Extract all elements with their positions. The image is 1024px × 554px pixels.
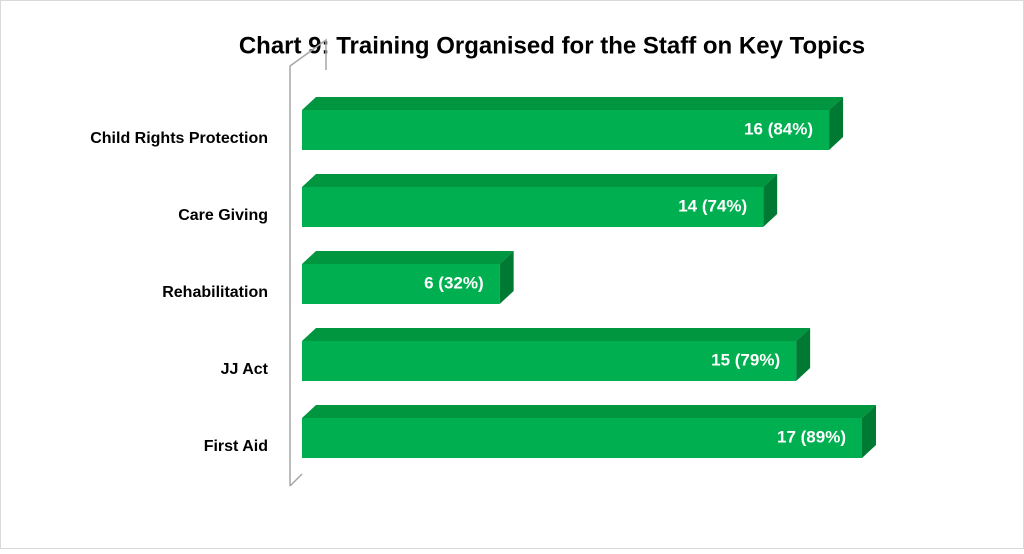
y-tick-label: Care Giving (178, 207, 268, 224)
bar (302, 405, 876, 458)
data-label: 15 (79%) (711, 350, 780, 369)
data-label: 14 (74%) (678, 196, 747, 215)
bar-front (302, 418, 862, 458)
bar (302, 328, 811, 381)
y-tick-label: Child Rights Protection (90, 130, 268, 147)
y-tick-label: Rehabilitation (162, 284, 268, 301)
data-label: 16 (84%) (744, 119, 813, 138)
back-wall (289, 38, 327, 487)
bar (302, 97, 844, 150)
data-label: 6 (32%) (424, 273, 484, 292)
bar (302, 174, 778, 227)
bar-side (862, 405, 876, 458)
bar-side (796, 328, 811, 381)
bar-front (302, 264, 500, 304)
bar-front (302, 187, 764, 227)
bar (302, 251, 514, 304)
bar-front (302, 341, 797, 381)
bar-side (499, 251, 514, 304)
y-tick-label: First Aid (204, 438, 268, 455)
data-label: 17 (89%) (777, 427, 846, 446)
bar-top (302, 251, 514, 264)
bar-side (763, 174, 778, 227)
bar-front (302, 110, 830, 150)
bar-top (302, 328, 811, 341)
bar-top (302, 405, 876, 418)
bar-side (829, 97, 844, 150)
bar-top (302, 174, 778, 187)
chart-title: Chart 9: Training Organised for the Staf… (239, 32, 865, 59)
y-tick-label: JJ Act (221, 361, 269, 378)
bar-top (302, 97, 844, 110)
